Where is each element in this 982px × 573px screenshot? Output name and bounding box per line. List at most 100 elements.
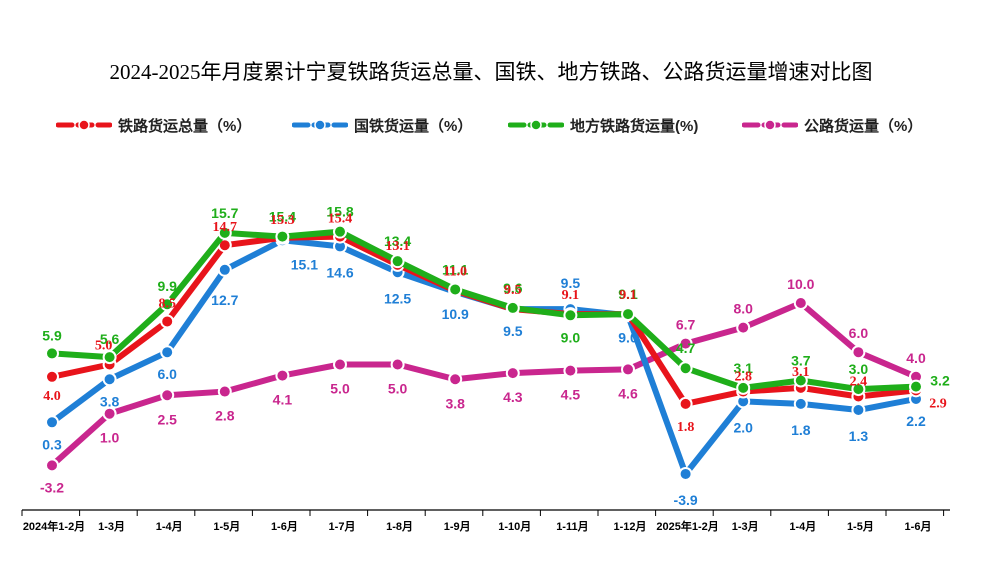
data-label: 4.0 [906, 350, 926, 366]
data-label: 3.2 [930, 373, 950, 389]
data-label: 5.0 [330, 381, 350, 397]
data-label: 8.5 [158, 296, 176, 311]
data-label: 14.7 [213, 220, 238, 235]
series-3 [45, 296, 923, 473]
legend-label: 铁路货运总量（%） [118, 117, 252, 135]
data-point [909, 379, 923, 394]
data-label: 3.0 [849, 361, 869, 377]
series-2 [45, 224, 923, 397]
data-label: 15.8 [326, 204, 353, 220]
data-labels-1: 0.33.86.012.715.114.612.510.99.59.59.0-3… [42, 256, 926, 508]
data-point [448, 282, 463, 297]
data-label: 5.0 [388, 381, 408, 397]
data-label: 3.8 [100, 393, 120, 409]
data-label: 15.7 [211, 205, 238, 221]
data-label: 2.8 [215, 408, 235, 424]
data-label: 4.3 [503, 389, 523, 405]
legend-label: 国铁货运量（%） [354, 117, 473, 135]
legend-item-2: 地方铁路货运量(%) [508, 112, 698, 138]
data-label: 5.6 [100, 331, 120, 347]
data-label: 15.1 [291, 256, 318, 272]
data-label: 2.4 [850, 374, 868, 389]
data-point [160, 388, 175, 403]
data-label: 2.5 [157, 411, 177, 427]
data-point [563, 363, 578, 378]
data-label: 2.0 [733, 419, 753, 435]
chart-title: 2024-2025年月度累计宁夏铁路货运总量、国铁、地方铁路、公路货运量增速对比… [109, 60, 873, 84]
data-label: 2.2 [906, 413, 926, 429]
x-tick-label: 2025年1-2月 [656, 519, 718, 533]
data-label: 9.1 [619, 288, 637, 303]
data-point [621, 307, 635, 322]
data-label: 13.4 [384, 233, 411, 249]
data-label: -3.2 [40, 479, 64, 495]
data-label: 15.3 [270, 213, 295, 228]
data-label: 1.8 [791, 422, 811, 438]
data-label: 9.5 [561, 275, 581, 291]
data-point [851, 382, 866, 397]
x-tick-label: 2024年1-2月 [23, 519, 85, 533]
data-point [45, 369, 59, 384]
x-tick-label: 1-4月 [156, 520, 183, 533]
data-labels-0: 4.05.08.514.7 15.3 15.413.111.09.5 9.1 9.11.… [43, 212, 947, 435]
data-point [217, 384, 232, 399]
legend: 铁路货运总量（%） 国铁货运量（%） 地方铁路货运量(%) 公路货运量（%） [0, 112, 982, 138]
data-point [390, 254, 405, 269]
data-label: 4.0 [43, 389, 61, 404]
data-label: 9.5 [504, 283, 522, 298]
x-tick-label: 1-10月 [498, 520, 531, 533]
data-label: 9.1 [562, 288, 580, 303]
data-label: 3.8 [445, 395, 465, 411]
data-label: -3.9 [674, 492, 698, 508]
data-label: 8.0 [733, 301, 753, 317]
legend-swatch [508, 119, 564, 131]
data-point [678, 396, 693, 411]
data-point [45, 415, 59, 430]
data-label: 10.0 [787, 276, 814, 292]
data-label: 1.0 [100, 430, 120, 446]
data-point [621, 362, 635, 377]
data-label: 5.0 [95, 339, 113, 354]
series-line [49, 228, 919, 393]
data-label: 4.7 [676, 340, 696, 356]
data-point [160, 345, 175, 360]
data-label: 6.7 [676, 317, 696, 333]
data-label: 4.5 [561, 387, 581, 403]
legend-item-1: 国铁货运量（%） [292, 112, 472, 138]
series-line [49, 300, 919, 469]
x-tick-label: 1-7月 [329, 520, 356, 533]
legend-item-3: 公路货运量（%） [742, 112, 922, 138]
data-point [217, 262, 232, 277]
data-label: 9.0 [561, 329, 581, 345]
data-point [793, 296, 808, 310]
data-label: 13.1 [385, 239, 410, 254]
data-point [275, 368, 290, 383]
data-label: 12.7 [211, 292, 238, 308]
x-tick-label: 1-12月 [613, 520, 646, 533]
data-point [851, 345, 866, 360]
x-tick-label: 1-3月 [732, 520, 759, 533]
data-point [851, 403, 866, 418]
data-point [45, 346, 59, 361]
data-label: 15.4 [328, 212, 353, 227]
data-point [793, 373, 808, 388]
data-point [448, 372, 463, 387]
data-label: 0.3 [42, 436, 62, 452]
data-point [160, 314, 175, 329]
data-label: 1.3 [849, 428, 869, 444]
x-tick-label: 1-6月 [271, 520, 298, 533]
data-label: 1.8 [677, 420, 695, 435]
x-tick-label: 1-9月 [444, 520, 471, 533]
data-label: 2.8 [734, 370, 752, 385]
data-label: 9.9 [157, 278, 177, 294]
data-point [102, 372, 117, 387]
data-label: 6.0 [157, 366, 177, 382]
data-labels-3: -3.2 1.0 2.5 2.8 4.1 5.0 5.0 3.8 4.3 4.5 4.6 6.7 8.0… [40, 276, 926, 495]
x-tick-label: 1-4月 [789, 520, 816, 533]
data-point [793, 396, 808, 411]
legend-swatch [292, 119, 348, 131]
data-label: 15.4 [269, 209, 296, 225]
data-point [736, 380, 751, 395]
data-point [102, 350, 117, 365]
data-label: 9.0 [618, 329, 638, 345]
